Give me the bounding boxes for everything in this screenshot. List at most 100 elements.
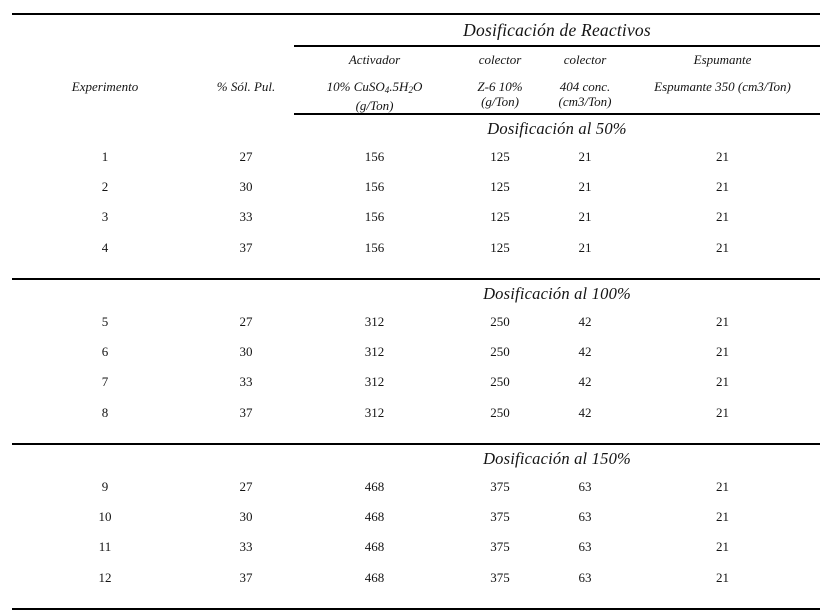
table-cell: 125 (490, 240, 510, 255)
group-header-colector-2: colector (563, 51, 607, 67)
col-header-sol-pul: % Sól. Pul. (216, 79, 276, 94)
table-cell: 21 (716, 405, 730, 420)
table-cell: 42 (578, 374, 592, 389)
col-header-colector-z6: Z-6 10% (g/Ton) (455, 72, 545, 115)
table-cell: 6 (101, 344, 109, 359)
section-header-spacer (12, 279, 294, 307)
section-header-row: Dosificación al 50% (12, 114, 820, 142)
table-cell: 63 (578, 509, 592, 524)
formula-subscript: 2 (408, 85, 413, 95)
table-header: Dosificación de Reactivos Activador cole… (12, 14, 821, 115)
group-header-colector-1: colector (478, 51, 522, 67)
table-cell: 21 (716, 149, 730, 164)
table-cell: 21 (716, 209, 730, 224)
table-cell: 21 (716, 479, 730, 494)
formula-part: O (412, 79, 423, 94)
section-header: Dosificación al 50% (487, 118, 627, 138)
colector-404-name: 404 conc. (559, 79, 611, 94)
table-cell: 312 (364, 314, 385, 329)
table-cell: 27 (239, 314, 253, 329)
table-cell: 125 (490, 209, 510, 224)
col-header-experimento: Experimento (71, 79, 139, 94)
table-cell: 250 (490, 374, 510, 389)
group-header-activador: Activador (348, 51, 401, 67)
table-cell: 375 (490, 570, 510, 585)
table-cell: 156 (364, 179, 385, 194)
formula-subscript: 4 (384, 85, 390, 95)
group-header-row: Activador colector colector Espumante (12, 46, 820, 72)
table-row: 4 37 156 125 21 21 (12, 232, 820, 279)
title-row-spacer (12, 14, 294, 46)
table-cell: 1 (101, 149, 109, 164)
table-cell: 468 (364, 570, 385, 585)
table-row: 6 30 312 250 42 21 (12, 337, 820, 367)
table-row: 7 33 312 250 42 21 (12, 367, 820, 397)
table-title-row: Dosificación de Reactivos (12, 14, 821, 47)
table-cell: 375 (490, 539, 510, 554)
table-cell: 375 (490, 509, 510, 524)
table-cell: 21 (716, 539, 730, 554)
table-cell: 4 (101, 240, 109, 255)
table-cell: 468 (364, 509, 385, 524)
table-cell: 250 (490, 405, 510, 420)
table-cell: 21 (716, 344, 730, 359)
table-cell: 33 (239, 539, 253, 554)
table-cell: 33 (239, 374, 253, 389)
section-dosificacion-50: Dosificación al 50% 1 27 156 125 21 21 2 30 156 1… (12, 114, 820, 279)
column-header-row: Experimento % Sól. Pul. 10% CuSO4.5H2O (… (12, 72, 821, 115)
table-cell: 21 (716, 314, 730, 329)
colector-z6-unit: (g/Ton) (481, 94, 519, 109)
table-cell: 42 (578, 344, 592, 359)
section-dosificacion-150: Dosificación al 150% 9 27 468 375 63 21 10 30 46… (12, 444, 821, 609)
table-cell: 250 (490, 344, 510, 359)
table-row: 9 27 468 375 63 21 (12, 472, 820, 502)
section-header-row: Dosificación al 150% (12, 444, 820, 472)
col-header-espumante: Espumante 350 (cm3/Ton) (625, 72, 821, 115)
table-cell: 37 (239, 570, 253, 585)
table-cell: 21 (716, 179, 730, 194)
table-cell: 63 (578, 539, 592, 554)
reagent-dosing-table: Dosificación de Reactivos Activador cole… (12, 13, 821, 610)
table-cell: 42 (578, 405, 592, 420)
table-cell: 8 (101, 405, 109, 420)
table-cell: 468 (364, 539, 385, 554)
table-cell: 21 (716, 374, 730, 389)
table-row: 11 33 468 375 63 21 (12, 532, 820, 562)
table-cell: 12 (98, 570, 112, 585)
table-cell: 21 (716, 570, 730, 585)
table-cell: 2 (101, 179, 109, 194)
table-cell: 250 (490, 314, 510, 329)
col-header-activador: 10% CuSO4.5H2O (g/Ton) (294, 72, 455, 115)
table-cell: 30 (239, 509, 253, 524)
activador-unit: (g/Ton) (355, 98, 394, 113)
table-cell: 9 (101, 479, 109, 494)
table-cell: 21 (578, 240, 592, 255)
table-cell: 11 (98, 539, 112, 554)
table-row: 5 27 312 250 42 21 (12, 307, 820, 337)
table-title: Dosificación de Reactivos (294, 14, 821, 47)
table-cell: 312 (364, 374, 385, 389)
table-cell: 37 (239, 405, 253, 420)
section-dosificacion-100: Dosificación al 100% 5 27 312 250 42 21 6 30 312… (12, 279, 821, 444)
formula-part: 10% CuSO (326, 79, 385, 94)
colector-z6-name: Z-6 10% (477, 79, 523, 94)
table-row: 8 37 312 250 42 21 (12, 397, 820, 444)
table-cell: 27 (239, 479, 253, 494)
table-cell: 27 (239, 149, 253, 164)
activador-formula: 10% CuSO4.5H2O (294, 79, 455, 98)
table-cell: 125 (490, 179, 510, 194)
table-cell: 21 (578, 209, 592, 224)
table-cell: 21 (578, 179, 592, 194)
section-header-spacer (12, 114, 294, 142)
table-cell: 375 (490, 479, 510, 494)
colector-404-unit: (cm3/Ton) (558, 94, 612, 109)
table-cell: 312 (364, 344, 385, 359)
table-cell: 21 (716, 240, 730, 255)
section-header: Dosificación al 150% (483, 448, 631, 468)
group-header-espumante: Espumante (693, 51, 752, 67)
table-cell: 156 (364, 240, 385, 255)
document-page: { "page": { "background": "#ffffff", "te… (0, 13, 831, 610)
table-cell: 30 (239, 344, 253, 359)
col-header-colector-404: 404 conc. (cm3/Ton) (545, 72, 625, 115)
espumante-name: Espumante 350 (cm3/Ton) (654, 79, 791, 94)
